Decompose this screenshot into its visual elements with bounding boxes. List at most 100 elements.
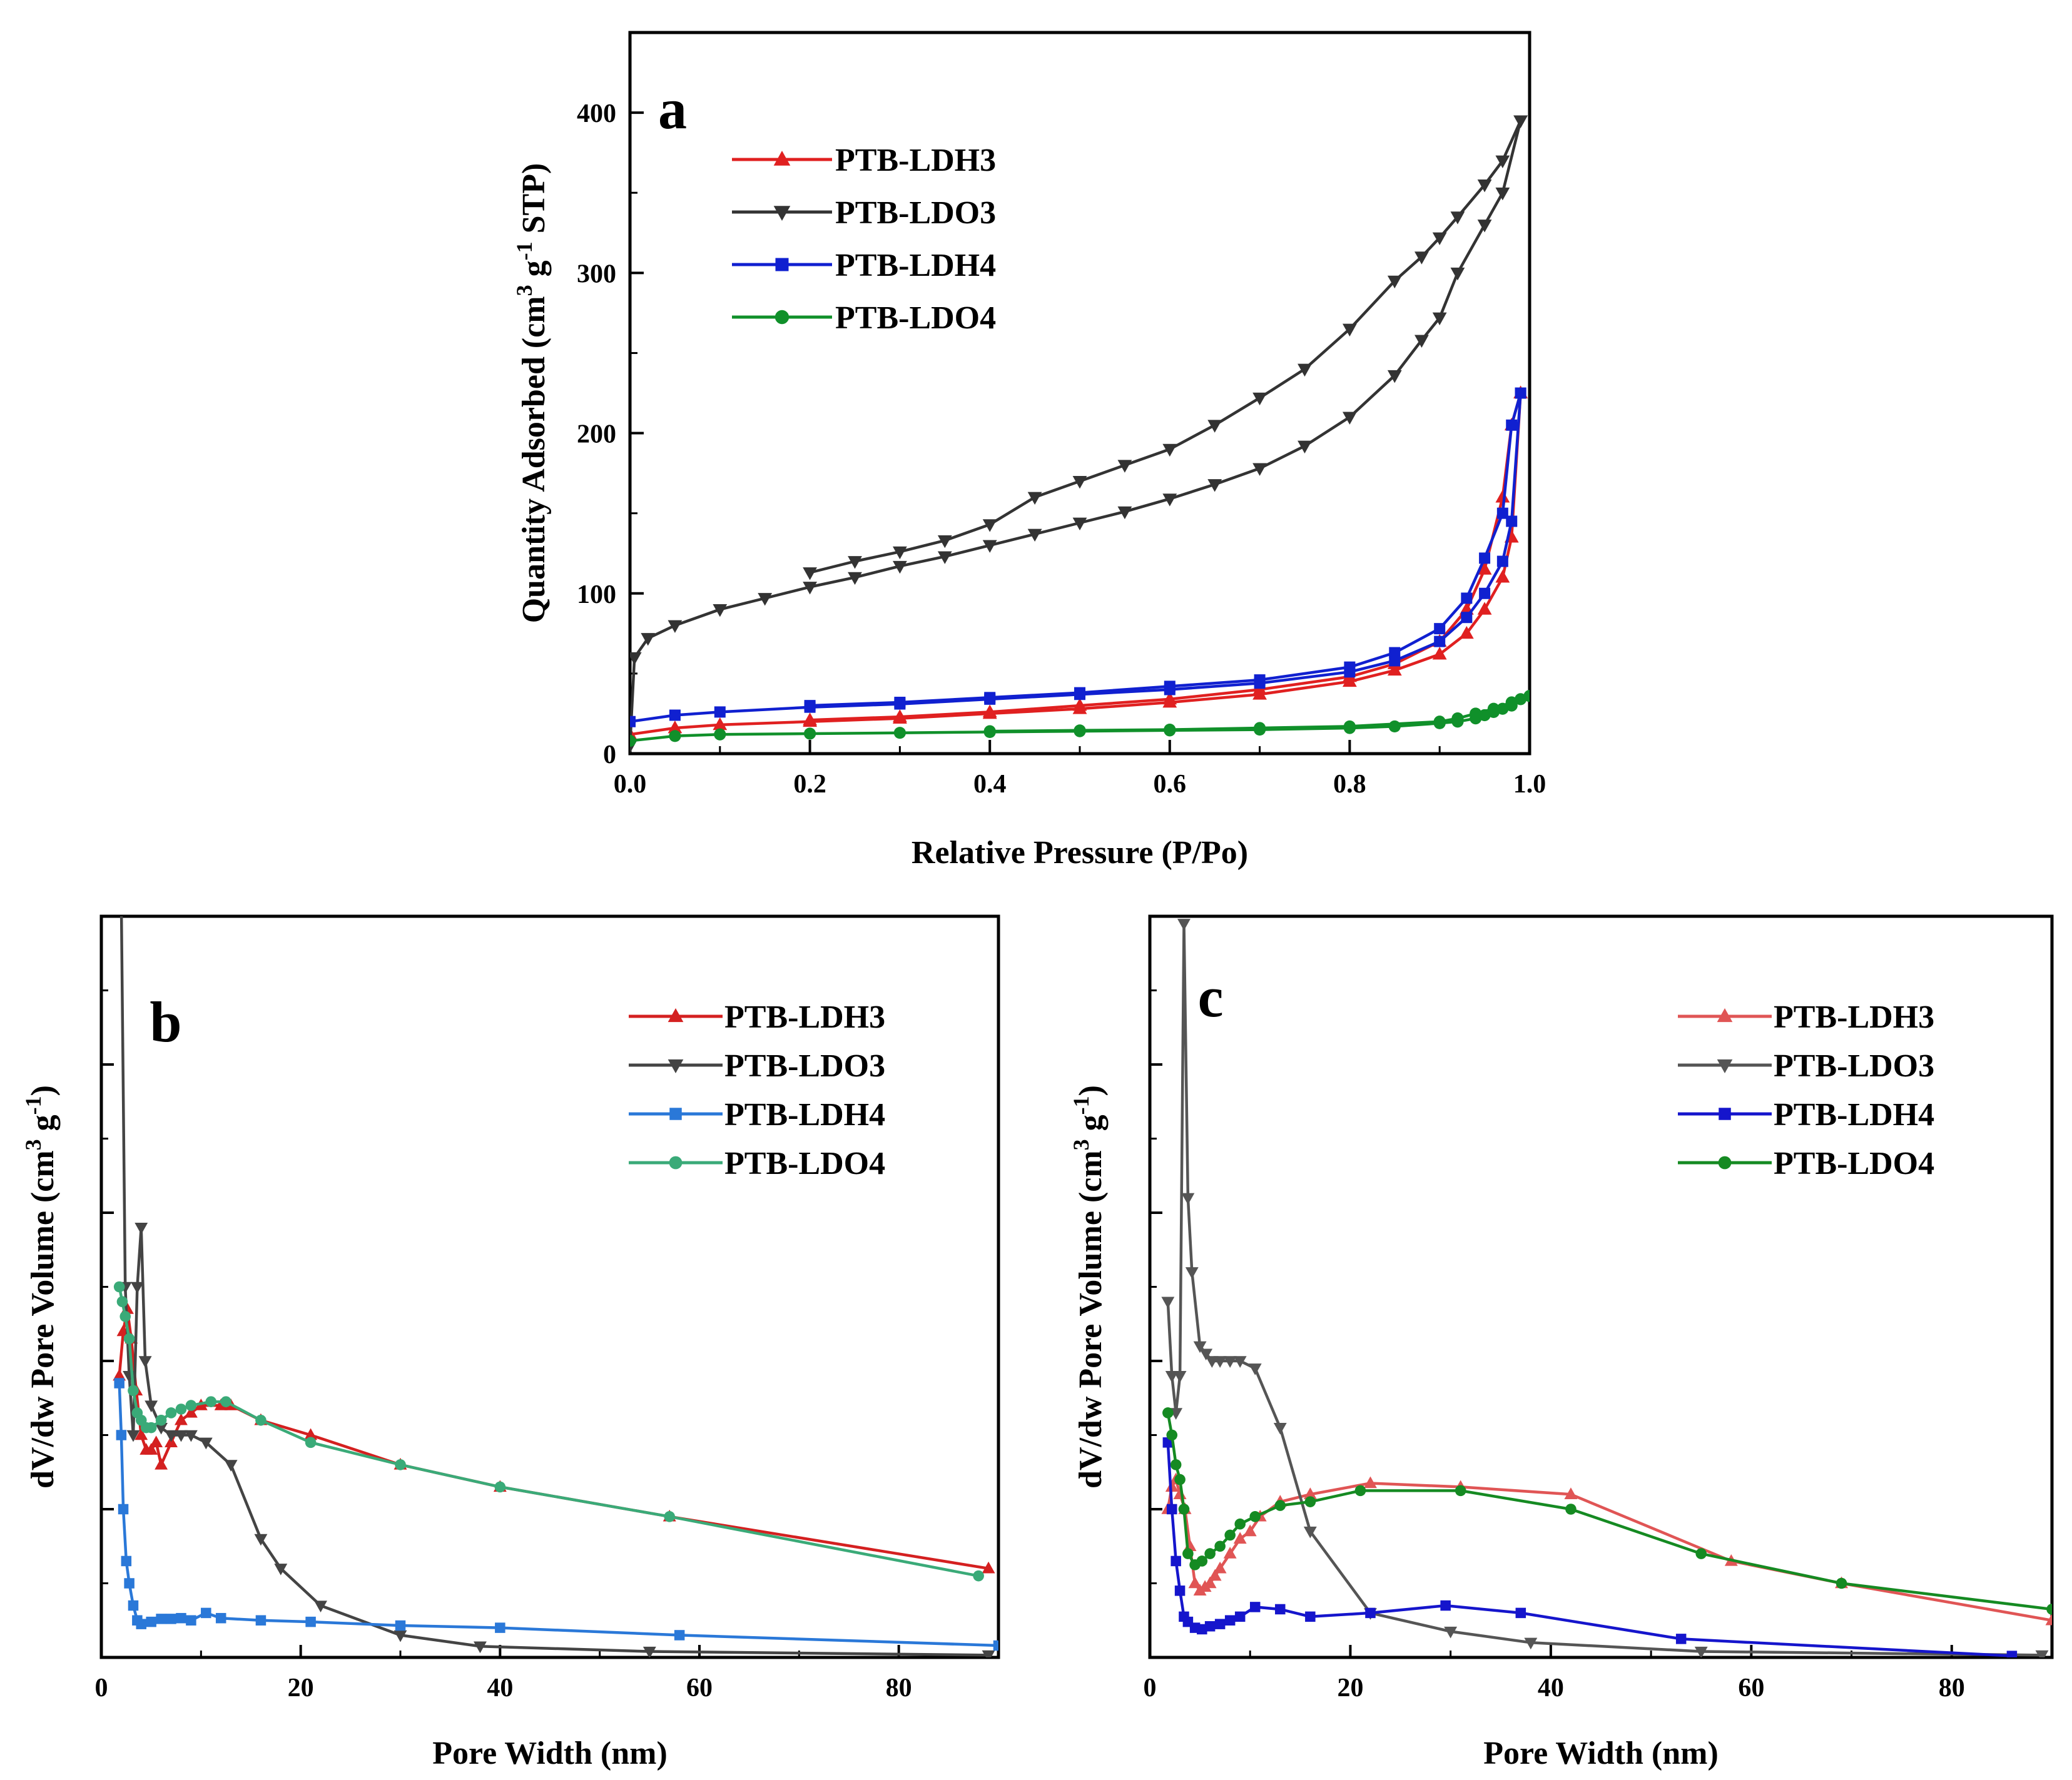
data-point — [1204, 1548, 1216, 1559]
data-point — [1171, 1555, 1181, 1567]
y-axis-title-part: 3 — [1069, 1139, 1094, 1150]
data-point — [1224, 1529, 1236, 1541]
data-point — [804, 700, 816, 712]
series-PTB-LDH4 — [114, 1378, 998, 1651]
data-point — [1303, 1487, 1317, 1499]
series-PTB-LDO4 — [630, 690, 1530, 747]
data-point — [630, 734, 636, 747]
data-point — [255, 1615, 267, 1626]
x-tick-label: 40 — [1538, 1674, 1564, 1702]
data-point — [1234, 1611, 1246, 1622]
data-point — [205, 1396, 217, 1407]
legend-marker — [668, 1008, 684, 1023]
y-axis-title: dV/dw Pore Volume (cm3 g-1) — [1069, 1085, 1109, 1489]
panel-c-chart: 0 20 40 60 80 Pore Width (nm) dV/dw Pore Volum… — [1069, 914, 2054, 1771]
data-point — [155, 1457, 168, 1470]
data-point — [126, 1430, 140, 1442]
data-point — [474, 1641, 487, 1654]
data-point — [973, 1570, 984, 1582]
data-point — [893, 727, 906, 739]
data-point — [274, 1564, 288, 1575]
data-point — [1389, 647, 1401, 659]
data-point — [1178, 1504, 1190, 1515]
data-point — [1432, 647, 1447, 660]
x-tick-label: 40 — [487, 1674, 513, 1702]
data-point — [993, 1640, 998, 1651]
data-point — [1477, 602, 1492, 615]
legend-label: PTB-LDH4 — [1774, 1097, 1934, 1133]
legend-label: PTB-LDO4 — [724, 1146, 885, 1181]
data-point — [848, 572, 862, 585]
data-point — [145, 1422, 157, 1434]
data-point — [305, 1616, 316, 1627]
data-point — [113, 1281, 125, 1293]
data-point — [1343, 412, 1357, 425]
data-point — [674, 1630, 685, 1641]
data-point — [214, 1398, 228, 1410]
data-point — [2045, 1613, 2052, 1626]
data-point — [1461, 592, 1473, 604]
legend: PTB-LDH3 PTB-LDO3 PTB-LDH4 PTB-LDO4 — [629, 999, 885, 1181]
data-point — [165, 1407, 177, 1418]
data-point — [1223, 1356, 1237, 1368]
legend-marker — [669, 1156, 683, 1170]
data-point — [1214, 1540, 1226, 1552]
data-point — [1387, 275, 1402, 289]
data-point — [1523, 690, 1530, 702]
data-point — [803, 567, 817, 580]
data-point — [395, 1459, 406, 1470]
legend-label: PTB-LDH3 — [1774, 999, 1934, 1035]
data-point — [1414, 335, 1429, 348]
data-point — [1505, 696, 1518, 709]
plot-area — [113, 916, 998, 1657]
panel-letter: b — [150, 990, 181, 1054]
data-point — [1515, 387, 1526, 399]
data-point — [184, 1405, 198, 1418]
data-point — [395, 1620, 406, 1631]
data-point — [669, 709, 681, 721]
data-point — [1451, 712, 1464, 725]
data-point — [1161, 1297, 1175, 1309]
series-line-desorption — [810, 392, 1522, 707]
data-point — [1196, 1555, 1208, 1567]
legend-marker — [1717, 1059, 1733, 1073]
data-point — [641, 633, 656, 646]
data-point — [982, 704, 997, 717]
data-point — [1173, 1371, 1187, 1383]
data-point — [1495, 155, 1510, 168]
data-point — [1117, 460, 1132, 473]
legend-label: PTB-LDH4 — [835, 248, 996, 283]
data-point — [1177, 919, 1191, 931]
data-point — [1165, 1480, 1179, 1492]
data-point — [1164, 723, 1176, 736]
data-point — [199, 1437, 213, 1450]
data-point — [128, 1385, 139, 1397]
data-point — [116, 1430, 127, 1440]
data-point — [1298, 363, 1312, 377]
data-point — [314, 1600, 327, 1613]
data-point — [713, 604, 728, 617]
y-axis-title: Quantity Adsorbed (cm3 g-1 STP) — [512, 163, 552, 624]
data-point — [893, 709, 907, 722]
data-point — [1185, 1267, 1199, 1279]
data-point — [118, 1504, 129, 1515]
data-point — [1193, 1341, 1207, 1353]
data-point — [1564, 1487, 1578, 1499]
y-axis-title-part: dV/dw Pore Volume (cm — [25, 1150, 61, 1489]
data-point — [1440, 1600, 1451, 1611]
data-point — [1249, 1602, 1261, 1612]
data-point — [1344, 661, 1356, 673]
data-point — [1298, 440, 1312, 454]
data-point — [1233, 1356, 1247, 1368]
data-point — [1027, 528, 1042, 542]
legend-label: PTB-LDO3 — [835, 195, 996, 231]
y-axis-title-part: -1 — [1069, 1096, 1094, 1115]
x-tick-label: 0.4 — [973, 770, 1007, 799]
data-point — [1072, 517, 1087, 531]
data-point — [642, 1646, 656, 1657]
data-point — [713, 717, 728, 731]
data-point — [1181, 1193, 1195, 1205]
y-axis-title-part: STP) — [516, 163, 552, 242]
